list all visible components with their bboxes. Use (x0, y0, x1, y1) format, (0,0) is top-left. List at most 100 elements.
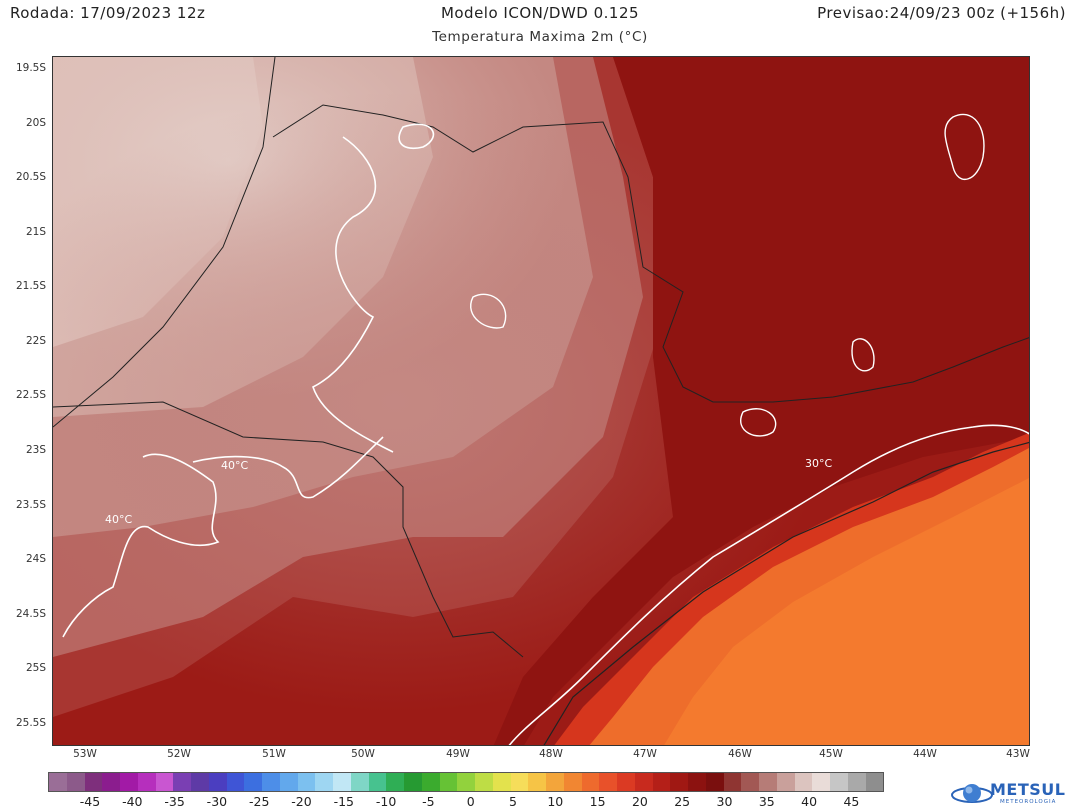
colorbar-tick-label: -15 (333, 794, 355, 809)
colorbar-swatch (279, 773, 298, 791)
lon-label: 51W (262, 748, 286, 760)
lat-label: 24S (25, 553, 46, 565)
colorbar-tick-label: 40 (801, 794, 818, 809)
colorbar-swatch (563, 773, 582, 791)
lat-label: 22.5S (15, 389, 46, 401)
lon-label: 53W (73, 748, 97, 760)
colorbar-swatch (599, 773, 617, 791)
lat-label: 20.5S (15, 171, 46, 183)
colorbar-tick-label: 45 (843, 794, 860, 809)
colorbar-tick-label: -25 (248, 794, 270, 809)
lon-label: 45W (819, 748, 843, 760)
colorbar-swatch (137, 773, 156, 791)
lat-label: 24.5S (15, 608, 46, 620)
colorbar-tick-label: -20 (291, 794, 312, 809)
lat-label: 21S (25, 226, 46, 238)
colorbar-swatch (191, 773, 209, 791)
colorbar-tick-label: 20 (631, 794, 648, 809)
colorbar-swatch (475, 773, 493, 791)
colorbar-swatch (688, 773, 706, 791)
colorbar-swatch (262, 773, 280, 791)
colorbar-swatch (421, 773, 440, 791)
colorbar-swatch (404, 773, 422, 791)
isotherm-35-spot-2 (740, 408, 777, 437)
state-border-ms-go (53, 57, 276, 428)
lat-label: 19.5S (15, 62, 46, 74)
colorbar-tick-label: 35 (758, 794, 775, 809)
state-border-pr (53, 401, 524, 658)
contour-label-30: 30°C (805, 457, 832, 470)
lon-label: 44W (913, 748, 937, 760)
colorbar-tick-label: 30 (716, 794, 733, 809)
lat-label: 25.5S (15, 717, 46, 729)
colorbar-swatch (155, 773, 174, 791)
isotherm-30-coast (508, 424, 1029, 745)
colorbar-swatch (350, 773, 369, 791)
isotherm-40-island (398, 123, 435, 149)
lon-label: 46W (728, 748, 752, 760)
colorbar-swatch (830, 773, 848, 791)
colorbar-swatch (670, 773, 688, 791)
colorbar-swatch (581, 773, 600, 791)
lat-label: 25S (25, 662, 46, 674)
colorbar-swatch (723, 773, 742, 791)
colorbar-tick-label: -5 (422, 794, 435, 809)
colorbar-swatch (102, 773, 120, 791)
lat-label: 23S (25, 444, 46, 456)
isotherm-35-spot (851, 338, 875, 372)
lon-label: 52W (167, 748, 191, 760)
lon-label: 43W (1006, 748, 1030, 760)
colorbar-swatch (84, 773, 103, 791)
state-border-sp-mg (272, 104, 1029, 403)
lat-label: 20S (25, 117, 46, 129)
run-time-label: Rodada: 17/09/2023 12z (10, 4, 206, 22)
colorbar-swatch (528, 773, 546, 791)
colorbar-swatch (510, 773, 529, 791)
colorbar-tick-label: 25 (674, 794, 691, 809)
ocean-warm (664, 478, 1029, 745)
colorbar-tick-label: 15 (589, 794, 606, 809)
logo-tagline: METEOROLOGIA (1000, 799, 1057, 805)
isotherm-40-spot (470, 293, 507, 329)
colorbar-swatch (439, 773, 458, 791)
lon-label: 48W (539, 748, 563, 760)
lon-label: 50W (351, 748, 375, 760)
contour-label-40-b: 40°C (105, 513, 132, 526)
colorbar-swatch (66, 773, 85, 791)
colorbar-swatch (120, 773, 138, 791)
lat-label: 23.5S (15, 499, 46, 511)
colorbar-swatch (812, 773, 830, 791)
colorbar-swatch (492, 773, 511, 791)
dark-hot-zone (493, 57, 1029, 745)
variable-subtitle: Temperatura Maxima 2m (°C) (432, 29, 648, 45)
colorbar-swatch (226, 773, 245, 791)
contour-label-40-a: 40°C (221, 459, 248, 472)
model-title: Modelo ICON/DWD 0.125 (440, 4, 640, 22)
colorbar-swatch (617, 773, 635, 791)
colorbar (48, 772, 884, 792)
colorbar-swatch (865, 773, 884, 791)
colorbar-tick-label: 5 (509, 794, 517, 809)
colorbar-swatch (244, 773, 262, 791)
isotherm-40-interior (312, 136, 394, 453)
colorbar-swatch (847, 773, 866, 791)
colorbar-swatch (173, 773, 191, 791)
lon-label: 49W (446, 748, 470, 760)
colorbar-swatch (208, 773, 227, 791)
isotherm-40-west (62, 453, 220, 638)
colorbar-tick-label: -30 (206, 794, 228, 809)
isotherm-35-ne (944, 113, 985, 180)
colorbar-swatch (49, 773, 67, 791)
colorbar-swatch (759, 773, 777, 791)
colorbar-swatch (457, 773, 475, 791)
colorbar-tick-label: -10 (375, 794, 397, 809)
coastline (543, 441, 1029, 745)
isotherm-40-center (192, 436, 384, 499)
logo-name: METSUL (990, 780, 1066, 799)
map-canvas: 40°C 40°C 30°C (53, 57, 1029, 745)
colorbar-swatch (546, 773, 564, 791)
colorbar-tick-label: -35 (164, 794, 185, 809)
colorbar-swatch (315, 773, 333, 791)
colorbar-swatch (297, 773, 316, 791)
colorbar-swatch (705, 773, 724, 791)
